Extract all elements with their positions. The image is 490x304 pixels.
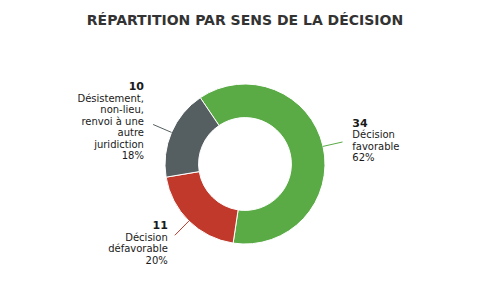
svg-text:34Décisionfavorable62%: 34Décisionfavorable62% — [352, 116, 399, 163]
svg-text:10Désistement,non-lieu,renvoi: 10Désistement,non-lieu,renvoi à uneautre… — [77, 80, 144, 161]
html-text:RÉPARTITION PAR SENS DE LA DÉC: RÉPARTITION PAR SENS DE LA DÉCISION — [86, 12, 404, 28]
svg-text:11Décisiondéfavorable20%: 11Décisiondéfavorable20% — [108, 219, 168, 266]
